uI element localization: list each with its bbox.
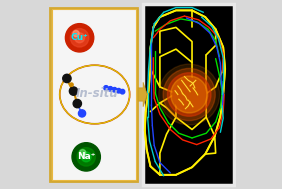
Circle shape (81, 152, 91, 162)
Circle shape (108, 87, 113, 91)
Circle shape (70, 83, 73, 86)
Circle shape (77, 148, 95, 166)
Text: Cu⁺: Cu⁺ (71, 33, 89, 42)
Circle shape (65, 24, 94, 52)
Circle shape (75, 33, 85, 43)
Circle shape (163, 68, 215, 121)
Text: In-situ: In-situ (75, 87, 118, 100)
Circle shape (80, 149, 86, 156)
Circle shape (69, 87, 78, 95)
Circle shape (120, 89, 125, 94)
Circle shape (168, 73, 211, 116)
Circle shape (73, 99, 81, 108)
Circle shape (63, 74, 71, 83)
FancyBboxPatch shape (51, 8, 138, 182)
FancyBboxPatch shape (50, 8, 137, 181)
Circle shape (104, 86, 108, 90)
Circle shape (78, 110, 86, 117)
Circle shape (171, 76, 208, 113)
Circle shape (116, 88, 121, 93)
Circle shape (173, 78, 206, 111)
Circle shape (70, 29, 89, 47)
Circle shape (72, 143, 100, 171)
FancyBboxPatch shape (52, 9, 139, 183)
Circle shape (73, 30, 79, 37)
FancyArrow shape (138, 82, 147, 107)
Circle shape (159, 64, 220, 125)
Text: Na⁺: Na⁺ (77, 152, 95, 161)
Circle shape (112, 88, 117, 92)
Bar (143, 4, 233, 185)
